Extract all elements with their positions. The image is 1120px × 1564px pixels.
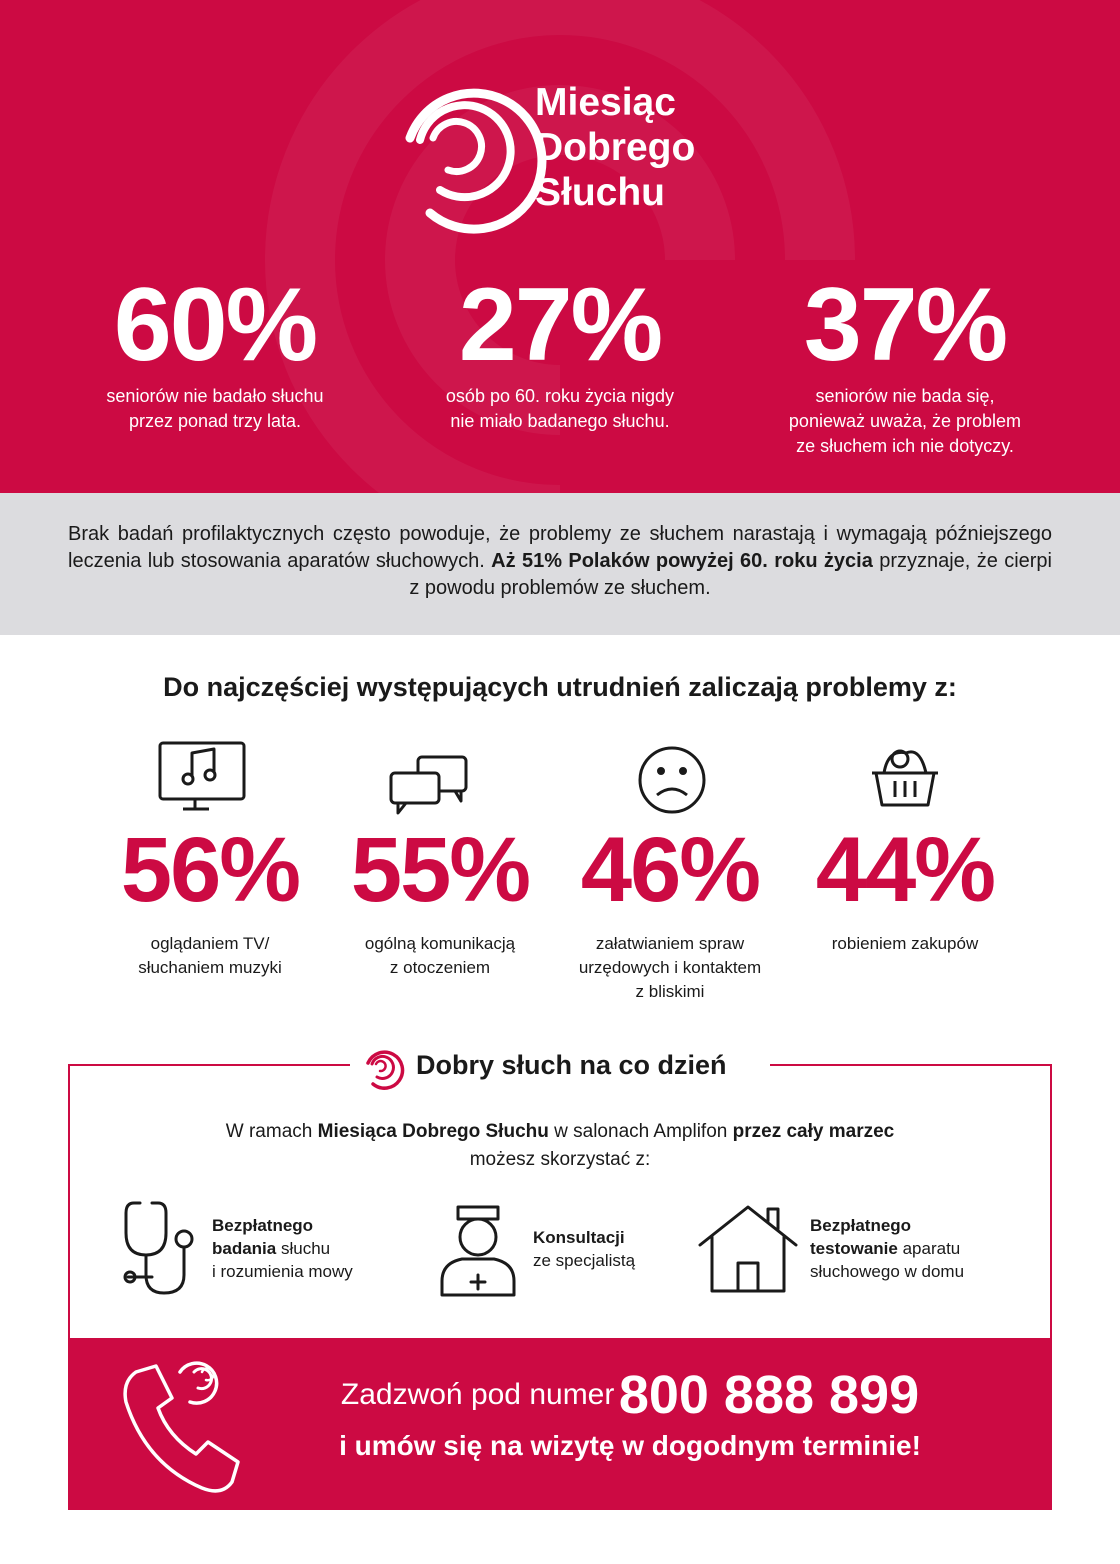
- problem-value: 44%: [815, 819, 996, 921]
- stat-value: 27%: [458, 267, 663, 383]
- problem-value: 56%: [120, 819, 301, 921]
- problem: 44% robieniem zakupów: [785, 820, 1025, 956]
- cta-line2: i umów się na wizytę w dogodnym terminie…: [339, 1430, 921, 1461]
- problem-line: załatwianiem spraw: [595, 934, 745, 953]
- intro-segment: przyznaje, że cierpi z powodu problemów …: [409, 550, 1052, 599]
- problem-desc: ogólną komunikacją z otoczeniem: [320, 932, 560, 980]
- stat-desc: seniorów nie badało słuchu przez ponad t…: [65, 384, 365, 434]
- problem: 55% ogólną komunikacją z otoczeniem: [320, 820, 560, 980]
- problem-desc: robieniem zakupów: [785, 932, 1025, 956]
- offer-intro-text: możesz skorzystać z:: [469, 1149, 651, 1170]
- stat-desc: seniorów nie bada się, ponieważ uważa, ż…: [755, 384, 1055, 459]
- offer-intro-text: w salonach Amplifon: [554, 1121, 728, 1142]
- offer-item-bold: Konsultacji: [533, 1228, 625, 1247]
- intro-band: Brak badań profilaktycznych często powod…: [0, 493, 1120, 635]
- offer-item-bold: badania: [212, 1239, 277, 1258]
- stat-line: nie miało badanego słuchu.: [450, 411, 670, 431]
- stat-line: ze słuchem ich nie dotyczy.: [796, 436, 1014, 456]
- offer-item: Bezpłatnego testowanie aparatu słuchoweg…: [810, 1214, 964, 1283]
- stat-line: osób po 60. roku życia nigdy: [445, 386, 675, 406]
- offer-intro-text: W ramach: [225, 1121, 313, 1142]
- offer-item-text: słuchowego w domu: [810, 1262, 965, 1281]
- icon-basket: [872, 749, 938, 807]
- problem-desc: załatwianiem spraw urzędowych i kontakte…: [550, 932, 790, 1004]
- stat: 37% seniorów nie bada się, ponieważ uważ…: [755, 270, 1055, 459]
- offer-title-bg: [350, 1044, 770, 1088]
- icon-tv: [158, 741, 246, 811]
- logo-line: Dobrego: [535, 126, 696, 169]
- stat-value: 60%: [113, 267, 318, 383]
- stat-line: seniorów nie bada się,: [815, 386, 995, 406]
- hero-swirl: [265, 0, 855, 493]
- logo-icon: [405, 88, 547, 234]
- intro-segment: Brak badań profilaktycznych często powod…: [68, 523, 1052, 572]
- offer-item-text: słuchu: [280, 1239, 331, 1258]
- stat-line: seniorów nie badało słuchu: [106, 386, 324, 406]
- offer-item: Konsultacji ze specjalistą: [533, 1226, 635, 1272]
- problem-line: ogólną komunikacją: [364, 934, 516, 953]
- problem-value: 46%: [580, 819, 761, 921]
- icon-nurse: [440, 1205, 516, 1297]
- offer-title: Dobry słuch na co dzień: [416, 1050, 727, 1080]
- problem-line: z bliskimi: [635, 982, 705, 1001]
- offer-item: Bezpłatnego badania słuchu i rozumienia …: [212, 1214, 353, 1283]
- problem-line: robieniem zakupów: [831, 934, 979, 953]
- offer-item-text: ze specjalistą: [533, 1251, 636, 1270]
- icon-sad: [638, 746, 706, 814]
- stat: 27% osób po 60. roku życia nigdy nie mia…: [410, 270, 710, 434]
- problems-heading: Do najczęściej występujących utrudnień z…: [163, 672, 957, 702]
- offer-item-bold: Bezpłatnego: [810, 1216, 912, 1235]
- offer-item-text: aparatu: [902, 1239, 961, 1258]
- cta-line1: Zadzwoń pod numer 800 888 899: [208, 1364, 1052, 1426]
- icon-phone: [123, 1361, 240, 1493]
- offer-logo: [366, 1050, 405, 1090]
- problem: 46% załatwianiem spraw urzędowych i kont…: [550, 820, 790, 1004]
- stat-line: ponieważ uważa, że problem: [788, 411, 1022, 431]
- stat: 60% seniorów nie badało słuchu przez pon…: [65, 270, 365, 434]
- cta-lead: Zadzwoń pod numer: [340, 1378, 615, 1411]
- problem-line: urzędowych i kontaktem: [578, 958, 762, 977]
- problem: 56% oglądaniem TV/ słuchaniem muzyki: [90, 820, 330, 980]
- offer-item-text: i rozumienia mowy: [212, 1262, 353, 1281]
- icon-chat: [389, 755, 468, 815]
- hero: Miesiąc Dobrego Słuchu 60% seniorów nie …: [0, 0, 1120, 493]
- stat-desc: osób po 60. roku życia nigdy nie miało b…: [410, 384, 710, 434]
- offer-intro-bold: przez cały marzec: [732, 1121, 895, 1142]
- logo-line: Miesiąc: [535, 81, 676, 124]
- problem-line: oglądaniem TV/: [150, 934, 270, 953]
- logo-line: Słuchu: [535, 171, 666, 214]
- problem-desc: oglądaniem TV/ słuchaniem muzyki: [90, 932, 330, 980]
- offer-item-bold: Bezpłatnego: [212, 1216, 314, 1235]
- stat-line: przez ponad trzy lata.: [128, 411, 302, 431]
- intro-segment-bold: Aż 51% Polaków powyżej 60. roku życia: [491, 550, 873, 572]
- problem-value: 55%: [350, 819, 531, 921]
- problem-line: z otoczeniem: [389, 958, 491, 977]
- offer-intro-bold: Miesiąca Dobrego Słuchu: [317, 1121, 549, 1142]
- intro-text: Brak badań profilaktycznych często powod…: [68, 521, 1052, 602]
- icon-stethoscope: [123, 1201, 194, 1295]
- cta-band: Zadzwoń pod numer 800 888 899 i umów się…: [68, 1338, 1052, 1508]
- cta-number: 800 888 899: [618, 1365, 920, 1425]
- logo-title: Miesiąc Dobrego Słuchu: [535, 80, 695, 215]
- offer-icons: [123, 1201, 798, 1297]
- problem-icons: [158, 741, 938, 815]
- offer-item-bold: testowanie: [810, 1239, 898, 1258]
- stat-value: 37%: [803, 267, 1008, 383]
- icon-house: [698, 1205, 798, 1293]
- problem-line: słuchaniem muzyki: [138, 958, 282, 977]
- offer-intro: W ramach Miesiąca Dobrego Słuchu w salon…: [68, 1118, 1052, 1174]
